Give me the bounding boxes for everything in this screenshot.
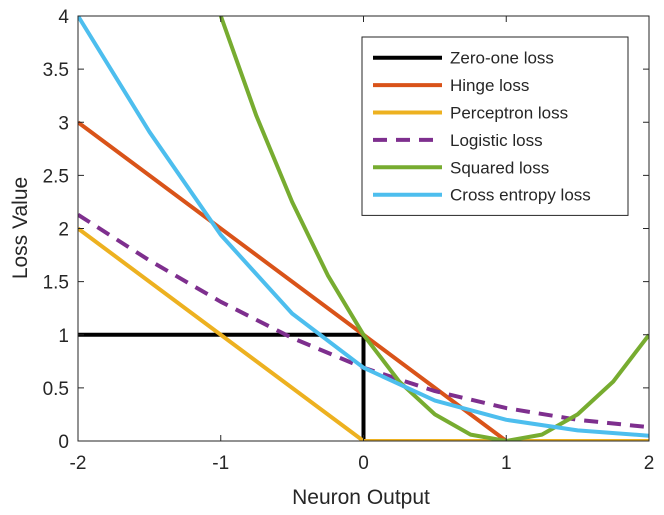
series-line-hinge-loss xyxy=(78,120,649,441)
axes xyxy=(77,15,650,442)
x-tick-label: 0 xyxy=(358,453,369,474)
y-tick-label: 2.5 xyxy=(43,166,69,187)
legend: Zero-one loss Hinge loss Perceptron loss Lo… xyxy=(361,36,629,216)
y-tick-label: 2 xyxy=(58,220,69,241)
legend-label-zero-one-loss: Zero-one loss xyxy=(450,49,554,68)
legend-label-cross-entropy-loss: Cross entropy loss xyxy=(450,186,591,205)
y-tick-label: 1.5 xyxy=(43,273,69,294)
series-line-cross-entropy-loss xyxy=(78,16,649,438)
tick-labels: -2 -1 0 1 2 0 0.5 1 1.5 2 2.5 3 3.5 4 xyxy=(43,7,655,474)
series-line-zero-one-loss xyxy=(78,332,649,441)
y-tick-label: 0 xyxy=(58,432,69,453)
x-tick-label: 2 xyxy=(644,453,655,474)
legend-box xyxy=(361,36,629,216)
legend-label-squared-loss: Squared loss xyxy=(450,158,549,177)
y-tick-label: 3 xyxy=(58,113,69,134)
series-line-perceptron-loss xyxy=(78,226,649,441)
x-tick-label: -2 xyxy=(70,453,87,474)
legend-label-logistic-loss: Logistic loss xyxy=(450,131,543,150)
x-axis-label: Neuron Output xyxy=(292,486,430,509)
x-tick-label: -1 xyxy=(212,453,229,474)
y-tick-label: 1 xyxy=(58,326,69,347)
y-axis-label: Loss Value xyxy=(9,177,32,279)
series-layer xyxy=(78,16,649,441)
series-line-squared-loss xyxy=(218,16,649,441)
y-tick-label: 3.5 xyxy=(43,60,69,81)
legend-label-hinge-loss: Hinge loss xyxy=(450,76,529,95)
y-tick-label: 4 xyxy=(58,7,69,28)
legend-label-perceptron-loss: Perceptron loss xyxy=(450,104,568,123)
x-tick-label: 1 xyxy=(501,453,512,474)
y-tick-label: 0.5 xyxy=(43,379,69,400)
